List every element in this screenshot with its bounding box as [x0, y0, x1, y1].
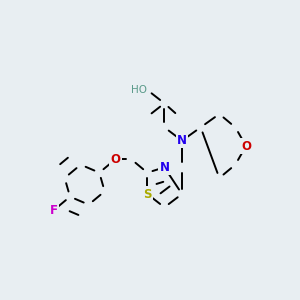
- Text: S: S: [143, 188, 152, 200]
- Text: N: N: [159, 161, 170, 174]
- Text: O: O: [241, 140, 251, 152]
- Text: HO: HO: [131, 85, 147, 95]
- Text: F: F: [50, 203, 58, 217]
- Text: N: N: [177, 134, 187, 147]
- Text: O: O: [110, 153, 120, 166]
